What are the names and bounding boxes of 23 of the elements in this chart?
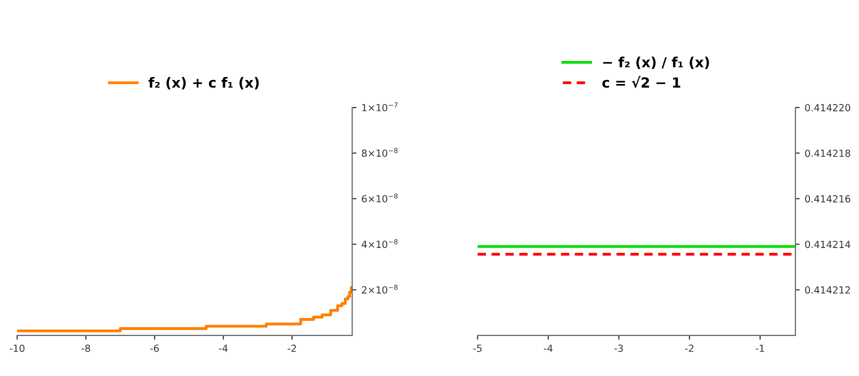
x-tick-label: -5	[473, 344, 482, 352]
y-tick-label: 6×10$^{−8}$	[362, 194, 398, 202]
x-tick-label: -10	[10, 344, 24, 352]
x-tick-label: -1	[756, 344, 764, 352]
y-tick-label: 0.414216	[805, 195, 850, 203]
y-tick-label: 1×10$^{−7}$	[362, 102, 398, 112]
x-tick-label: -3	[614, 344, 623, 352]
x-tick-label: -8	[82, 344, 90, 352]
x-tick-label: -6	[150, 344, 159, 352]
x-tick-label: -4	[218, 344, 228, 352]
y-tick-label: 0.414218	[805, 150, 850, 157]
y-tick-label: 0.414212	[805, 286, 850, 294]
x-tick-label: -4	[544, 344, 553, 352]
x-tick-label: -2	[685, 344, 694, 352]
legend-label: − f₂ (x) / f₁ (x)	[603, 56, 709, 70]
y-tick-label: 0.414214	[805, 240, 850, 248]
legend-label: f₂ (x) + c f₁ (x)	[148, 77, 259, 90]
y-tick-label: 2×10$^{−8}$	[362, 284, 398, 294]
legend-label: c = √2 − 1	[602, 76, 680, 88]
y-tick-label: 0.414220	[805, 104, 850, 112]
y-tick-label: 4×10$^{−8}$	[362, 239, 398, 248]
x-tick-label: -2	[288, 344, 296, 352]
y-tick-label: 8×10$^{−8}$	[362, 148, 398, 157]
